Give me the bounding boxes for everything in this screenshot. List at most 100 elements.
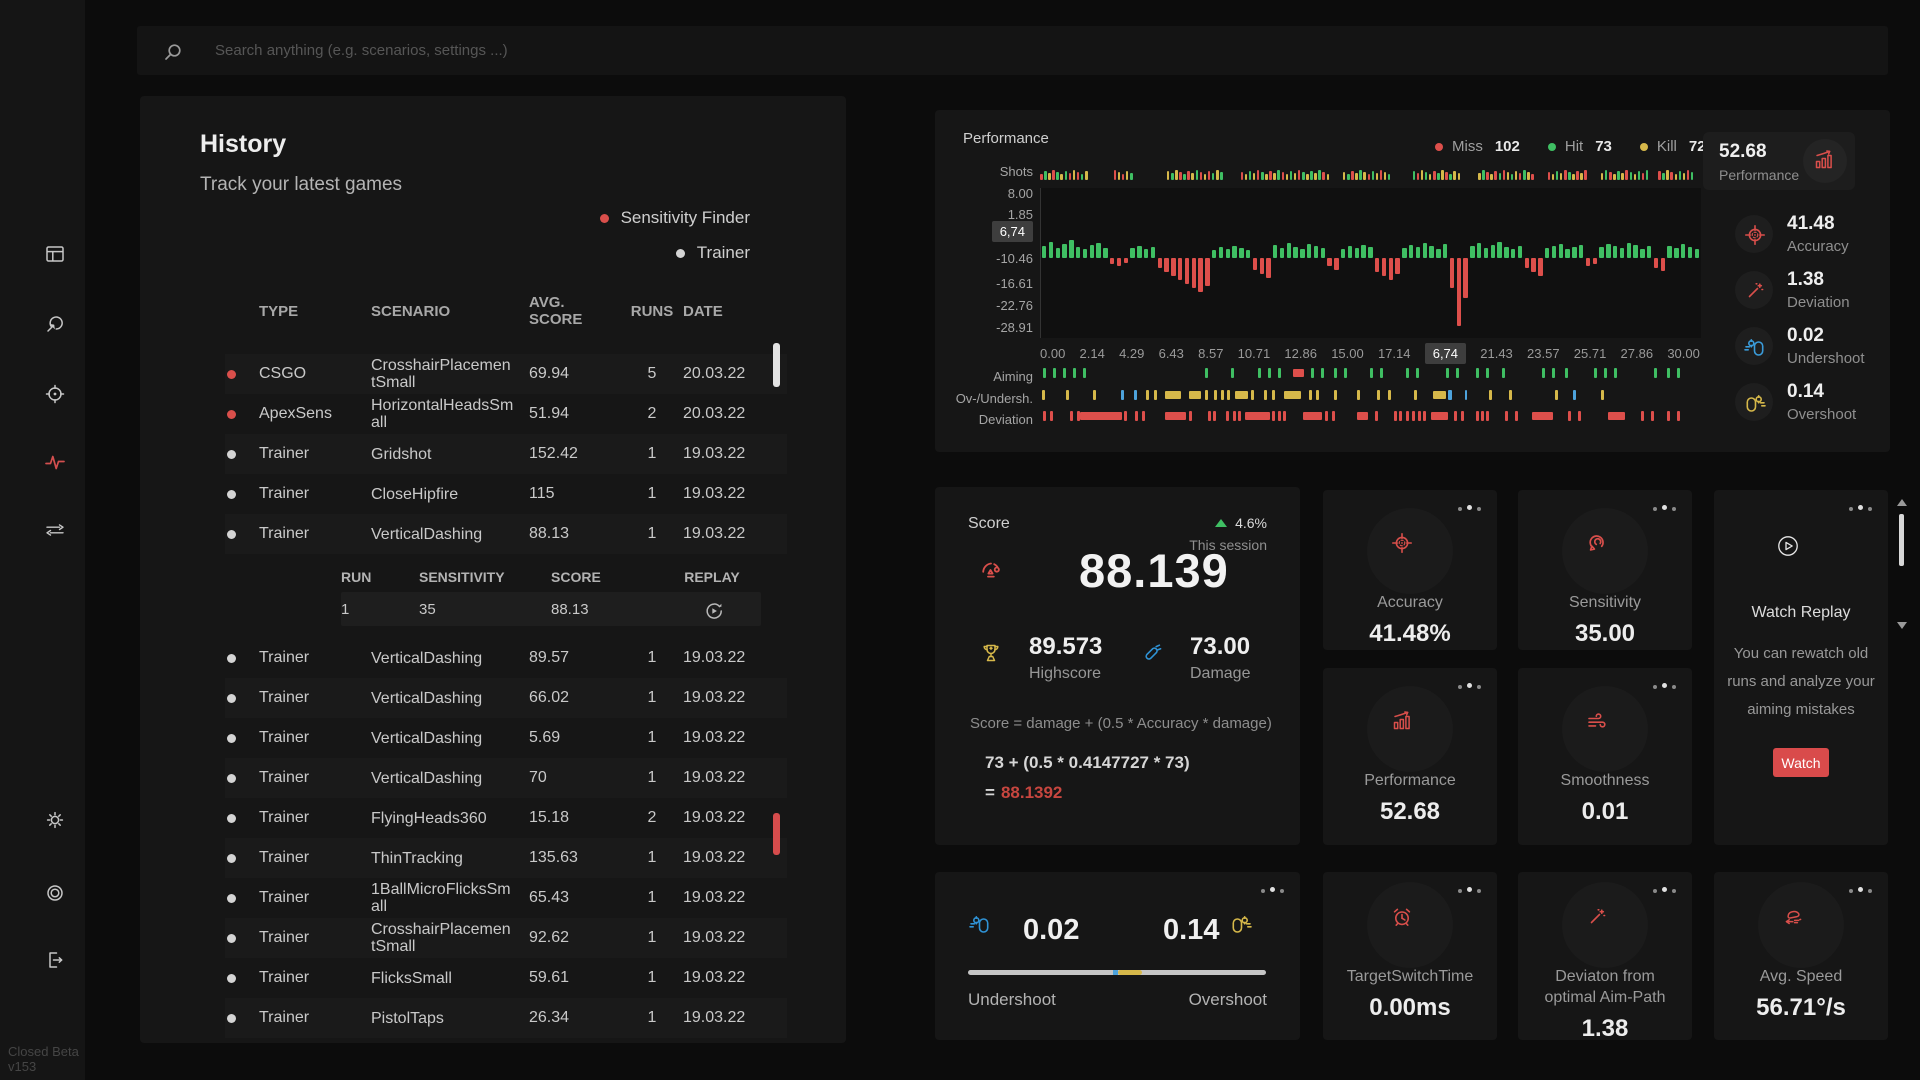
wand-icon — [1748, 282, 1763, 297]
search-bar — [137, 26, 1888, 75]
col-runs[interactable]: RUNS — [630, 302, 674, 320]
undershoot-value: 0.02 — [1023, 914, 1080, 946]
y-axis-tick: 6,74 — [947, 221, 1033, 242]
card-target-switch-time: TargetSwitchTime 0.00ms — [1323, 872, 1497, 1040]
search-input[interactable] — [213, 41, 917, 60]
score-formula: Score = damage + (0.5 * Accuracy * damag… — [970, 715, 1272, 732]
card-menu-dots[interactable] — [1653, 682, 1676, 692]
panel-menu-dots[interactable] — [1261, 886, 1284, 896]
stat-deviation: 1.38 Deviation — [1735, 269, 1850, 311]
under-over-slider[interactable] — [968, 970, 1266, 975]
card-menu-dots[interactable] — [1849, 504, 1872, 514]
legend-trainer[interactable]: Trainer — [675, 243, 750, 263]
overshoot-label: Overshoot — [1188, 990, 1267, 1009]
x-axis-tick: 2.14 — [1079, 346, 1105, 361]
card-label: Accuracy — [1377, 594, 1443, 611]
play-circle-icon[interactable] — [1776, 534, 1826, 584]
logout-icon[interactable] — [43, 948, 67, 972]
table-row[interactable]: Trainer VerticalDashing 5.69 1 19.03.22 — [225, 718, 787, 758]
card-value: 56.71°/s — [1756, 994, 1846, 1021]
crosshair-icon — [1744, 224, 1765, 245]
lane-label: Deviation — [978, 412, 1033, 427]
mouse-speed-icon — [1785, 910, 1802, 925]
legend-miss[interactable]: Miss 102 — [1435, 138, 1520, 155]
table-row[interactable]: CSGO CrosshairPlacementSmall 69.94 5 20.03.2… — [225, 354, 787, 394]
score-change: 4.6% — [1215, 515, 1267, 531]
legend-hit[interactable]: Hit 73 — [1547, 138, 1612, 155]
table-row[interactable]: Trainer CrosshairPlacementSmall 92.62 1 19.0… — [225, 918, 787, 958]
stat-accuracy: 41.48 Accuracy — [1735, 213, 1849, 255]
history-scrollbar-thumb[interactable] — [773, 343, 780, 387]
crosshair-target-icon[interactable] — [43, 382, 67, 406]
mouse-overshoot-icon — [1746, 394, 1766, 412]
performance-bars — [1041, 188, 1701, 338]
watch-replay-title: Watch Replay — [1751, 604, 1851, 621]
score-title: Score — [968, 515, 1010, 532]
card-menu-dots[interactable] — [1849, 886, 1872, 896]
table-row[interactable]: Trainer CloseHipfire 115 1 19.03.22 — [225, 474, 787, 514]
table-row[interactable]: Trainer VerticalDashing 70 1 19.03.22 — [225, 758, 787, 798]
card-menu-dots[interactable] — [1458, 886, 1481, 896]
table-row[interactable]: Trainer VerticalDashing 89.57 1 19.03.22 — [225, 638, 787, 678]
col-type[interactable]: TYPE — [259, 302, 299, 320]
card-performance: Performance 52.68 — [1323, 668, 1497, 845]
col-avg-score[interactable]: AVG. SCORE — [529, 294, 583, 328]
card-label: Smoothness — [1560, 772, 1650, 789]
legend-kill[interactable]: Kill 72 — [1639, 138, 1706, 155]
x-axis-tick: 10.71 — [1237, 346, 1271, 361]
compare-arrows-icon[interactable] — [43, 518, 67, 542]
settings-gear-icon[interactable] — [43, 808, 67, 832]
table-row[interactable]: ApexSens HorizontalHeadsSmall 51.94 2 20.03.… — [225, 394, 787, 434]
x-axis-tick: 15.00 — [1331, 346, 1364, 361]
x-axis: 0.00 2.14 4.29 6.43 8.57 10.71 12.86 15.00 17.14… — [1040, 343, 1700, 364]
legend-dot-red — [599, 213, 609, 223]
score-result: = 88.1392 — [985, 783, 1063, 802]
y-axis-tick: -16.61 — [996, 276, 1033, 291]
activity-icon[interactable] — [43, 450, 67, 474]
performance-chart — [1040, 188, 1701, 338]
history-panel: History Track your latest games Sensitiv… — [140, 96, 846, 1043]
watch-replay-card: Watch Replay You can rewatch old runs an… — [1714, 490, 1888, 845]
legend-sensitivity-finder[interactable]: Sensitivity Finder — [599, 208, 750, 228]
x-axis-tick: 12.86 — [1284, 346, 1317, 361]
stat-undershoot: 0.02 Undershoot — [1735, 325, 1865, 367]
overshoot-value: 0.14 — [1163, 914, 1220, 946]
sensitivity-finder-icon[interactable] — [43, 312, 67, 336]
record-icon[interactable] — [43, 881, 67, 905]
replay-icon[interactable] — [702, 599, 722, 619]
table-row[interactable]: Trainer PistolTaps 26.34 1 19.03.22 — [225, 998, 787, 1038]
right-scrollbar-thumb[interactable] — [1899, 514, 1904, 566]
col-date[interactable]: DATE — [683, 302, 723, 320]
featured-label: Performance — [1719, 167, 1800, 183]
table-row[interactable]: Trainer ThinTracking 135.63 1 19.03.22 — [225, 838, 787, 878]
crosshair-icon — [1392, 532, 1412, 554]
table-row[interactable]: Trainer FlyingHeads360 15.18 2 19.03.22 — [225, 798, 787, 838]
scroll-up-icon[interactable] — [1897, 499, 1907, 506]
dashboard-icon[interactable] — [43, 242, 67, 266]
table-row[interactable]: Trainer VerticalDashing 66.02 1 19.03.22 — [225, 678, 787, 718]
watch-button[interactable]: Watch — [1773, 748, 1829, 777]
history-subtitle: Track your latest games — [200, 174, 403, 195]
card-label: Sensitivity — [1568, 594, 1642, 611]
card-menu-dots[interactable] — [1458, 504, 1481, 514]
y-axis-tick: 1.85 — [1007, 207, 1033, 222]
card-menu-dots[interactable] — [1653, 886, 1676, 896]
history-table-header: TYPE SCENARIO AVG. SCORE RUNS DATE — [225, 294, 787, 328]
table-row[interactable]: Trainer VerticalDashing 88.13 1 19.03.22 — [225, 514, 787, 554]
col-scenario[interactable]: SCENARIO — [371, 302, 451, 320]
y-axis-tick: -22.76 — [996, 298, 1033, 313]
x-axis-tick: 25.71 — [1573, 346, 1607, 361]
card-smoothness: Smoothness 0.01 — [1518, 668, 1692, 845]
y-axis-tick: -28.91 — [996, 320, 1033, 335]
score-value: 88.139 — [1079, 544, 1229, 597]
card-menu-dots[interactable] — [1458, 682, 1481, 692]
card-menu-dots[interactable] — [1653, 504, 1676, 514]
table-row[interactable]: Trainer FlicksSmall 59.61 1 19.03.22 — [225, 958, 787, 998]
table-row[interactable]: Trainer Gridshot 152.42 1 19.03.22 — [225, 434, 787, 474]
history-scrollbar-marker[interactable] — [773, 813, 780, 855]
card-value: 1.38 — [1581, 1015, 1629, 1042]
table-row[interactable]: Trainer 1BallMicroFlicksSmall 65.43 1 19.03.… — [225, 878, 787, 918]
undershoot-label: Undershoot — [968, 990, 1056, 1009]
scroll-down-icon[interactable] — [1897, 622, 1907, 629]
